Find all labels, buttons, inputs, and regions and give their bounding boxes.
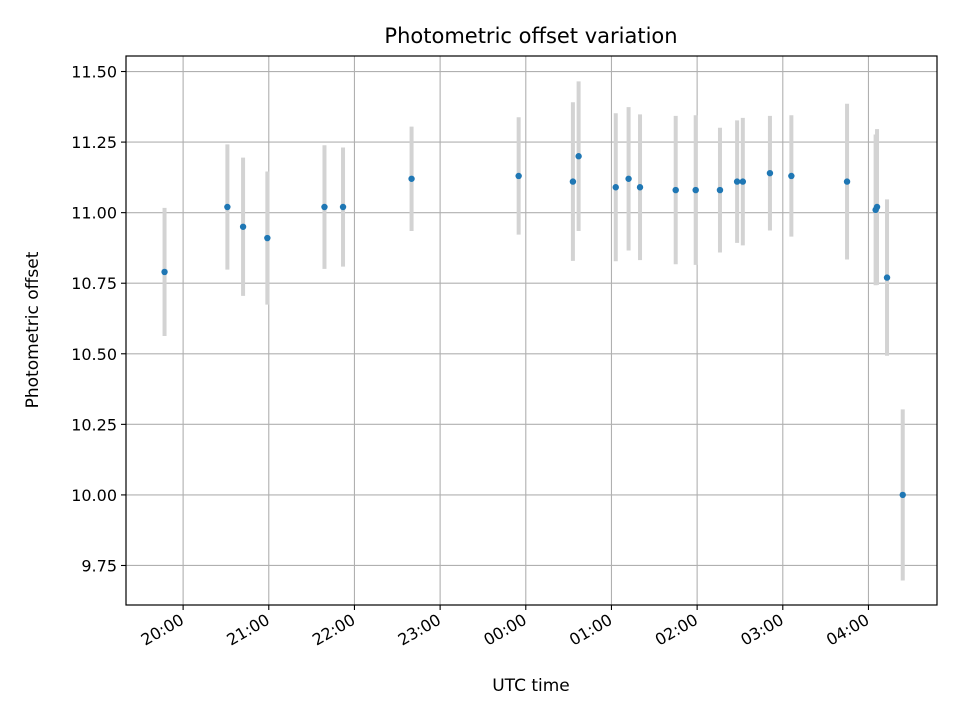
y-axis-label: Photometric offset — [23, 251, 43, 408]
data-point — [716, 186, 724, 194]
data-point — [873, 203, 881, 211]
data-point — [408, 175, 415, 182]
data-point — [569, 178, 577, 185]
data-point — [161, 268, 168, 276]
data-point — [788, 172, 795, 180]
y-tick-label: 10.00 — [71, 486, 117, 505]
data-point — [625, 175, 632, 182]
data-point — [239, 223, 247, 230]
data-point — [224, 203, 231, 211]
chart-title: Photometric offset variation — [384, 24, 677, 48]
data-point — [575, 153, 582, 160]
x-axis-label: UTC time — [492, 676, 570, 696]
data-point — [766, 169, 774, 177]
y-tick-label: 10.50 — [71, 345, 117, 364]
y-tick-label: 11.25 — [71, 133, 117, 152]
data-point — [264, 234, 271, 242]
data-point — [733, 178, 741, 185]
y-tick-label: 9.75 — [81, 556, 117, 575]
y-tick-label: 10.75 — [71, 274, 117, 293]
data-point — [321, 203, 328, 211]
y-tick-label: 11.50 — [71, 63, 117, 82]
data-point — [692, 186, 699, 194]
data-point — [612, 184, 619, 191]
y-tick-label: 11.00 — [71, 204, 117, 223]
data-point — [672, 186, 679, 194]
data-point — [899, 491, 906, 499]
grid — [126, 56, 937, 605]
plot-frame — [125, 55, 938, 606]
data-point — [883, 274, 891, 281]
y-tick-label: 10.25 — [71, 415, 117, 434]
data-point — [843, 178, 851, 185]
markers — [161, 153, 906, 499]
data-point — [339, 203, 347, 211]
y-axis-ticks: 9.75 10.00 10.25 10.50 10.75 11.00 11.25 11.50 — [71, 63, 126, 575]
data-point — [515, 172, 522, 180]
data-point — [636, 184, 644, 191]
data-point — [739, 178, 747, 185]
